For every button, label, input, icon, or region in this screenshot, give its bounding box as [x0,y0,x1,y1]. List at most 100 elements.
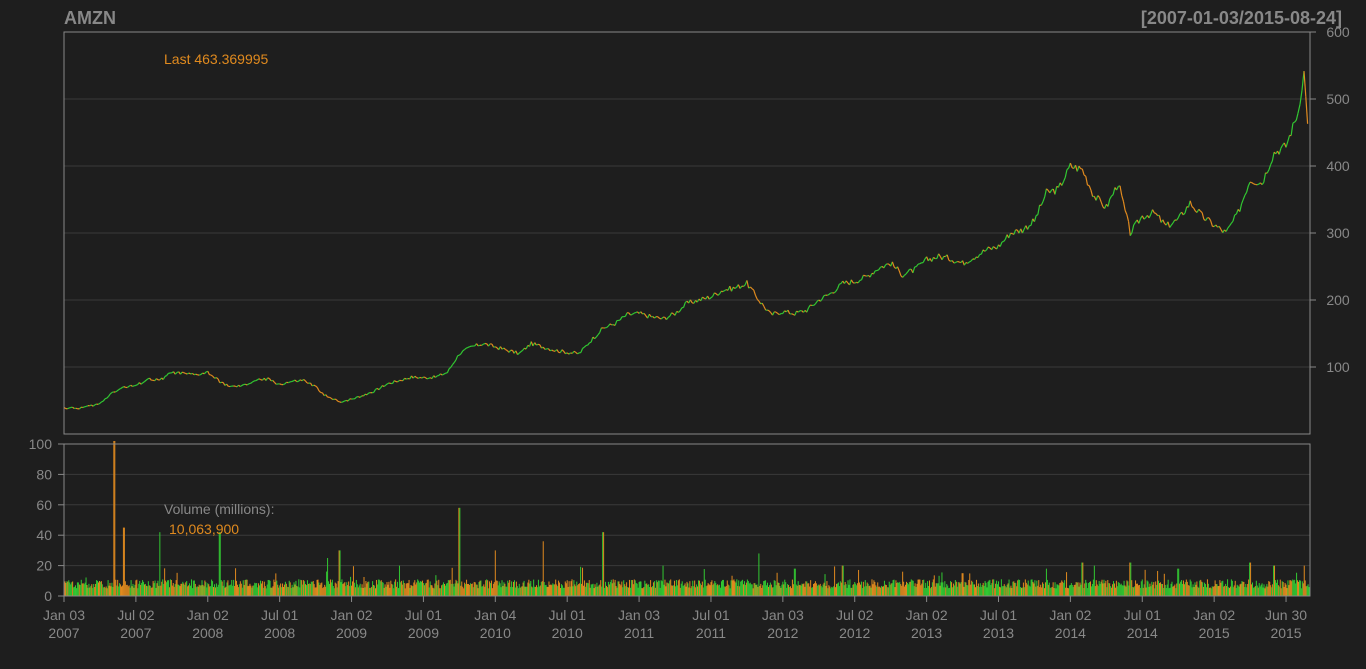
price-segment [1168,222,1170,228]
price-segment [1009,233,1011,238]
price-segment [615,321,617,326]
price-segment [523,348,525,350]
price-segment [387,383,389,384]
price-segment [969,261,971,262]
price-segment [1127,215,1129,222]
price-segment [879,267,881,269]
price-segment [899,271,901,276]
price-segment [150,378,152,380]
price-segment [251,382,253,383]
price-segment [422,377,424,378]
price-segment [600,328,602,333]
price-segment [1242,199,1244,204]
price-segment [1194,208,1196,211]
price-segment [348,399,350,401]
price-segment [329,397,331,398]
price-segment [100,402,102,403]
price-segment [649,314,651,317]
price-segment [610,324,612,325]
price-segment [1286,142,1288,148]
price-segment [1156,214,1158,216]
price-segment [1043,197,1045,202]
price-segment [1240,204,1242,212]
price-segment [862,275,864,279]
price-segment [1259,183,1261,184]
volume-label: Volume (millions): [164,501,274,517]
price-segment [985,250,987,251]
price-segment [465,348,467,349]
price-segment [468,347,470,348]
price-segment [1296,113,1298,120]
price-segment [564,351,566,353]
price-segment [723,291,725,292]
price-segment [146,379,148,380]
price-segment [702,297,704,298]
price-segment [1199,209,1201,211]
price-segment [184,373,186,374]
price-segment [1231,221,1233,223]
price-segment [536,344,538,345]
price-segment [192,373,194,374]
price-segment [273,380,275,382]
price-segment [156,379,158,380]
price-segment [654,317,656,318]
price-segment [453,363,455,365]
price-segment [418,377,420,378]
price-segment [1262,182,1264,184]
price-segment [439,374,441,376]
volume-value-label: 10,063,900 [169,521,239,537]
price-segment [367,393,369,395]
x-tick-label: 2009 [336,625,367,641]
x-tick-label: 2013 [911,625,942,641]
price-segment [345,400,347,401]
price-segment [266,378,268,381]
price-segment [425,377,427,378]
x-tick-label: Jan 02 [331,607,373,623]
price-segment [949,260,951,261]
price-segment [637,312,639,314]
price-segment [456,356,458,360]
price-segment [280,384,282,385]
price-segment [1291,123,1293,135]
price-segment [834,291,836,293]
x-tick-label: 2015 [1270,625,1301,641]
x-tick-label: 2015 [1199,625,1230,641]
price-segment [678,311,680,313]
price-segment [855,282,857,283]
price-segment [629,313,631,315]
price-segment [317,387,319,390]
price-segment [1034,216,1036,222]
price-segment [1123,201,1125,210]
price-segment [892,262,894,267]
price-segment [586,345,588,346]
price-segment [574,351,576,352]
price-segment [916,264,918,266]
price-segment [757,299,759,301]
price-segment [759,301,761,304]
chart-svg: 100200300400500600020406080100Jan 032007… [0,0,1366,669]
price-segment [952,261,954,263]
price-segment [608,324,610,326]
price-segment [685,301,687,302]
price-segment [577,353,579,354]
price-segment [641,312,643,314]
price-segment [105,398,107,399]
price-segment [417,378,419,379]
price-segment [268,378,270,379]
price-segment [1125,211,1127,215]
price-ytick-label: 600 [1326,24,1350,40]
price-segment [591,337,593,342]
price-segment [1192,206,1194,208]
price-segment [589,342,591,343]
price-segment [1149,214,1151,218]
x-tick-label: 2008 [264,625,295,641]
price-segment [906,272,908,274]
price-segment [1209,218,1211,221]
price-segment [956,261,958,262]
price-segment [312,385,314,386]
price-segment [1036,215,1038,216]
price-segment [67,408,69,409]
price-segment [110,392,112,393]
price-segment [981,250,983,254]
price-segment [860,280,862,281]
